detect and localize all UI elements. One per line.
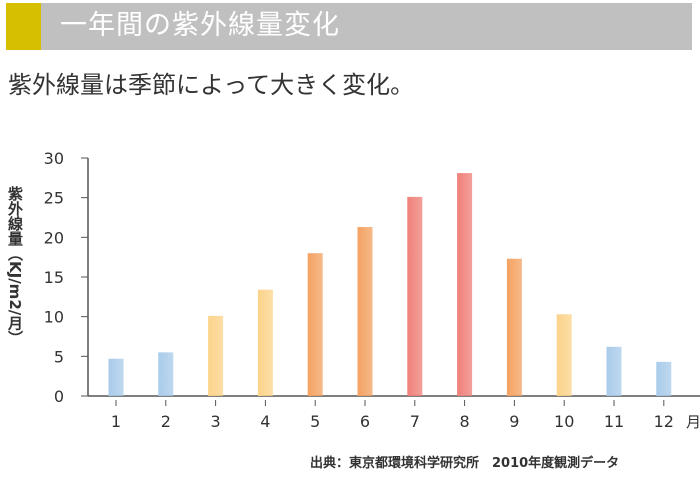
y-tick-label: 15: [44, 268, 64, 287]
x-tick-label: 1: [111, 412, 121, 431]
y-tick-label: 20: [44, 228, 64, 247]
y-axis-label: 紫外線量（KJ/m2/月）: [6, 186, 24, 346]
bar-month-11: [606, 346, 622, 396]
header-accent: [6, 3, 41, 50]
bar-month-8: [457, 173, 473, 396]
x-tick-label: 2: [161, 412, 171, 431]
bar-month-1: [108, 358, 124, 396]
x-tick-label: 11: [604, 412, 624, 431]
bar-month-7: [407, 196, 423, 396]
subtitle: 紫外線量は季節によって大きく変化。: [8, 71, 415, 99]
y-tick-label: 0: [54, 387, 64, 406]
x-axis-label: 月: [686, 413, 700, 431]
header-bar: [41, 3, 692, 50]
bar-month-2: [158, 352, 174, 396]
x-tick-label: 10: [554, 412, 574, 431]
bar-month-3: [208, 315, 224, 396]
bar-month-5: [307, 253, 323, 396]
bar-month-9: [506, 258, 522, 396]
x-tick-label: 6: [360, 412, 370, 431]
section-title: 一年間の紫外線量変化: [60, 10, 340, 41]
bar-month-4: [257, 289, 273, 396]
x-tick-label: 12: [654, 412, 674, 431]
x-tick-label: 4: [260, 412, 270, 431]
x-tick-label: 9: [509, 412, 519, 431]
y-tick-label: 10: [44, 308, 64, 327]
x-tick-label: 5: [310, 412, 320, 431]
source-note: 出典：東京都環境科学研究所 2010年度観測データ: [310, 456, 620, 471]
y-tick-label: 25: [44, 189, 64, 208]
y-tick-label: 5: [54, 347, 64, 366]
bar-month-6: [357, 227, 373, 396]
x-tick-label: 3: [211, 412, 221, 431]
y-tick-label: 30: [44, 149, 64, 168]
x-tick-label: 8: [460, 412, 470, 431]
bar-month-12: [656, 361, 672, 396]
bar-month-10: [556, 314, 572, 396]
x-tick-label: 7: [410, 412, 420, 431]
